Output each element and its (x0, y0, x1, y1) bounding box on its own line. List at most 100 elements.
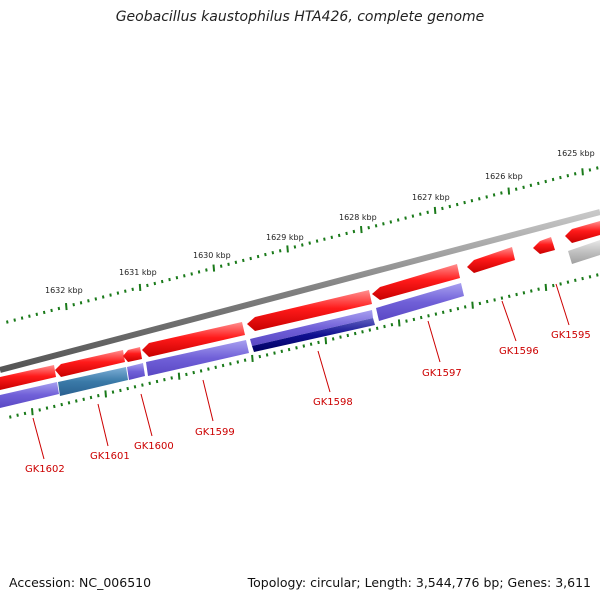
scale-minor-tick (6, 320, 9, 324)
gene-arrow-forward[interactable] (565, 221, 600, 243)
scale-minor-tick (368, 328, 372, 332)
scale-minor-tick (529, 183, 533, 187)
gene-arrow-reverse[interactable] (0, 382, 59, 408)
scale-minor-tick (559, 282, 562, 286)
scale-minor-tick (119, 388, 122, 393)
gene-arrow-forward[interactable] (533, 237, 555, 254)
gene-label-gk1601[interactable]: GK1601 (90, 451, 130, 462)
scale-minor-tick (492, 193, 496, 197)
gene-label-gk1597[interactable]: GK1597 (422, 368, 462, 379)
gene-arrow-forward[interactable] (142, 322, 245, 357)
gene-arrow-reverse-highlight[interactable] (252, 318, 375, 352)
forward-strand-genes (0, 221, 600, 390)
gene-arrow-reverse[interactable] (376, 283, 464, 321)
scale-minor-tick (339, 335, 342, 339)
scale-minor-tick (412, 317, 416, 322)
gene-arrow-reverse[interactable] (250, 310, 373, 346)
scale-minor-tick (596, 273, 599, 277)
scale-minor-tick (337, 233, 341, 238)
gene-arrow-forward[interactable] (55, 350, 125, 377)
scale-minor-tick (353, 331, 357, 336)
gene-arrow-forward[interactable] (467, 247, 515, 273)
scale-minor-tick (389, 220, 393, 224)
scale-minor-tick (53, 404, 56, 409)
scale-minor-tick (515, 292, 518, 297)
gene-arrow-reverse[interactable] (58, 367, 128, 396)
scale-minor-tick (301, 243, 304, 247)
leader-line (97, 403, 109, 447)
scale-minor-tick (82, 397, 85, 401)
scale-minor-tick (383, 324, 386, 329)
scale-minor-tick (205, 268, 208, 272)
gene-arrow-forward[interactable] (123, 347, 142, 362)
gene-arrow-reverse[interactable] (146, 340, 249, 376)
scale-minor-tick (87, 299, 90, 303)
gene-label-gk1602[interactable]: GK1602 (25, 464, 65, 475)
scale-minor-tick (346, 333, 350, 338)
gene-label-gk1599[interactable]: GK1599 (195, 427, 235, 438)
scale-minor-tick (426, 210, 429, 214)
gene-arrow-pseudo[interactable] (568, 240, 600, 264)
scale-label-1627: 1627 kbp (412, 193, 450, 202)
scale-minor-tick (330, 235, 334, 239)
scale-minor-tick (374, 224, 378, 228)
scale-minor-tick (352, 229, 356, 234)
scale-minor-tick (309, 342, 313, 346)
gene-label-gk1598[interactable]: GK1598 (313, 397, 353, 408)
scale-minor-tick (448, 204, 452, 209)
scale-minor-tick (537, 181, 540, 186)
scale-minor-tick (478, 197, 481, 201)
scale-minor-tick (109, 293, 112, 297)
scale-label-1631: 1631 kbp (119, 268, 157, 277)
scale-minor-tick (493, 298, 496, 302)
scale-minor-tick (221, 363, 225, 368)
scale-minor-tick (111, 390, 115, 394)
scale-minor-tick (72, 303, 75, 307)
scale-minor-tick (588, 168, 592, 172)
gene-leader-lines (32, 283, 570, 460)
scale-label-1632: 1632 kbp (45, 286, 83, 295)
scale-minor-tick (175, 276, 179, 280)
scale-minor-tick (23, 411, 27, 416)
scale-minor-tick (170, 376, 173, 380)
scale-minor-tick (67, 401, 71, 405)
gene-label-gk1596[interactable]: GK1596 (499, 346, 539, 357)
scale-minor-tick (42, 310, 46, 315)
scale-minor-tick (131, 287, 134, 291)
scale-minor-tick (163, 378, 166, 382)
scale-minor-tick (485, 195, 488, 199)
gene-arrow-reverse[interactable] (127, 363, 145, 380)
gene-arrow-forward[interactable] (247, 290, 372, 331)
gene-arrow-forward[interactable] (0, 365, 56, 390)
scale-minor-tick (537, 287, 540, 291)
scale-minor-tick (141, 383, 144, 387)
scale-minor-tick (13, 318, 16, 322)
scale-minor-tick (456, 307, 460, 311)
leader-line (140, 393, 153, 437)
scale-minor-tick (331, 337, 335, 341)
gene-arrow-forward[interactable] (372, 264, 460, 300)
scale-minor-tick (551, 177, 555, 182)
scale-label-1629: 1629 kbp (266, 233, 304, 242)
scale-minor-tick (160, 279, 164, 284)
scale-minor-tick (197, 270, 201, 274)
scale-minor-tick (155, 379, 159, 384)
leader-line (427, 320, 441, 363)
scale-minor-tick (404, 216, 407, 220)
scale-minor-tick (522, 291, 526, 295)
gene-label-gk1600[interactable]: GK1600 (134, 441, 174, 452)
scale-minor-tick (581, 276, 584, 281)
scale-minor-tick (566, 174, 570, 178)
scale-minor-tick (249, 256, 252, 261)
scale-minor-tick (199, 369, 203, 373)
scale-major-tick (177, 372, 181, 380)
leader-line (555, 283, 570, 326)
scale-minor-tick (500, 191, 503, 195)
scale-minor-tick (302, 344, 306, 348)
gene-label-gk1595[interactable]: GK1595 (551, 330, 591, 341)
scale-major-tick (286, 245, 289, 253)
scale-minor-tick (463, 200, 466, 205)
scale-minor-tick (75, 399, 78, 403)
